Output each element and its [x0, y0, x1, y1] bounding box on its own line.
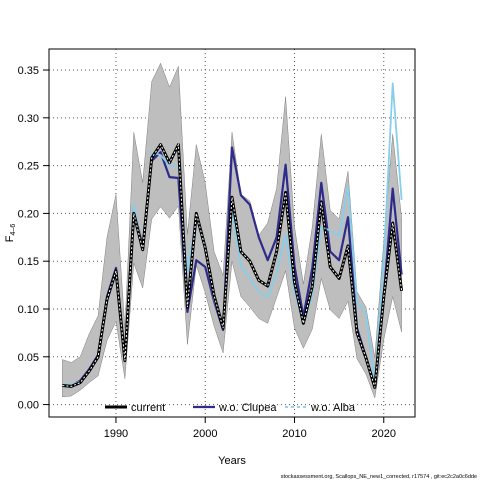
- x-axis: 1990 2000 2010 2020: [104, 417, 396, 440]
- series-lines: [62, 82, 404, 389]
- y-tick-label: 0.05: [18, 352, 39, 364]
- y-axis-label: F4–6: [4, 224, 17, 243]
- series-line-current-dashes: [62, 142, 403, 388]
- legend: current w.o. Clupea w.o. Alba: [105, 402, 356, 414]
- x-tick-label: 2010: [282, 428, 306, 440]
- y-axis-label-subscript: 4–6: [10, 224, 17, 236]
- legend-label: w.o. Alba: [310, 402, 356, 414]
- y-axis-label-main: F: [4, 235, 16, 242]
- y-tick-label: 0.10: [18, 304, 39, 316]
- x-tick-label: 1990: [104, 428, 128, 440]
- y-tick-label: 0.35: [18, 65, 39, 77]
- footer-note: stockassessment.org, Scallops_NE_new1_co…: [281, 474, 477, 480]
- plot-frame: [48, 48, 416, 418]
- y-tick-label: 0.15: [18, 256, 39, 268]
- x-axis-label: Years: [218, 455, 246, 467]
- y-tick-label: 0.00: [18, 400, 39, 412]
- confidence-band: [62, 62, 402, 399]
- y-axis: 0.00 0.05 0.10 0.15 0.20 0.25 0.30 0.35: [18, 65, 49, 412]
- legend-label: current: [131, 402, 165, 414]
- x-tick-label: 2020: [372, 428, 396, 440]
- y-tick-label: 0.30: [18, 113, 39, 125]
- y-tick-label: 0.25: [18, 161, 39, 173]
- legend-label: w.o. Clupea: [218, 402, 277, 414]
- x-tick-label: 2000: [193, 428, 217, 440]
- confidence-band-area: [62, 62, 402, 399]
- y-tick-label: 0.20: [18, 208, 39, 220]
